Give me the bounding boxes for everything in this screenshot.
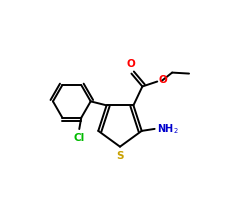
Text: Cl: Cl — [74, 133, 85, 143]
Text: S: S — [116, 151, 124, 161]
Text: O: O — [158, 75, 167, 85]
Text: O: O — [126, 59, 135, 69]
Text: NH$_2$: NH$_2$ — [157, 122, 178, 136]
